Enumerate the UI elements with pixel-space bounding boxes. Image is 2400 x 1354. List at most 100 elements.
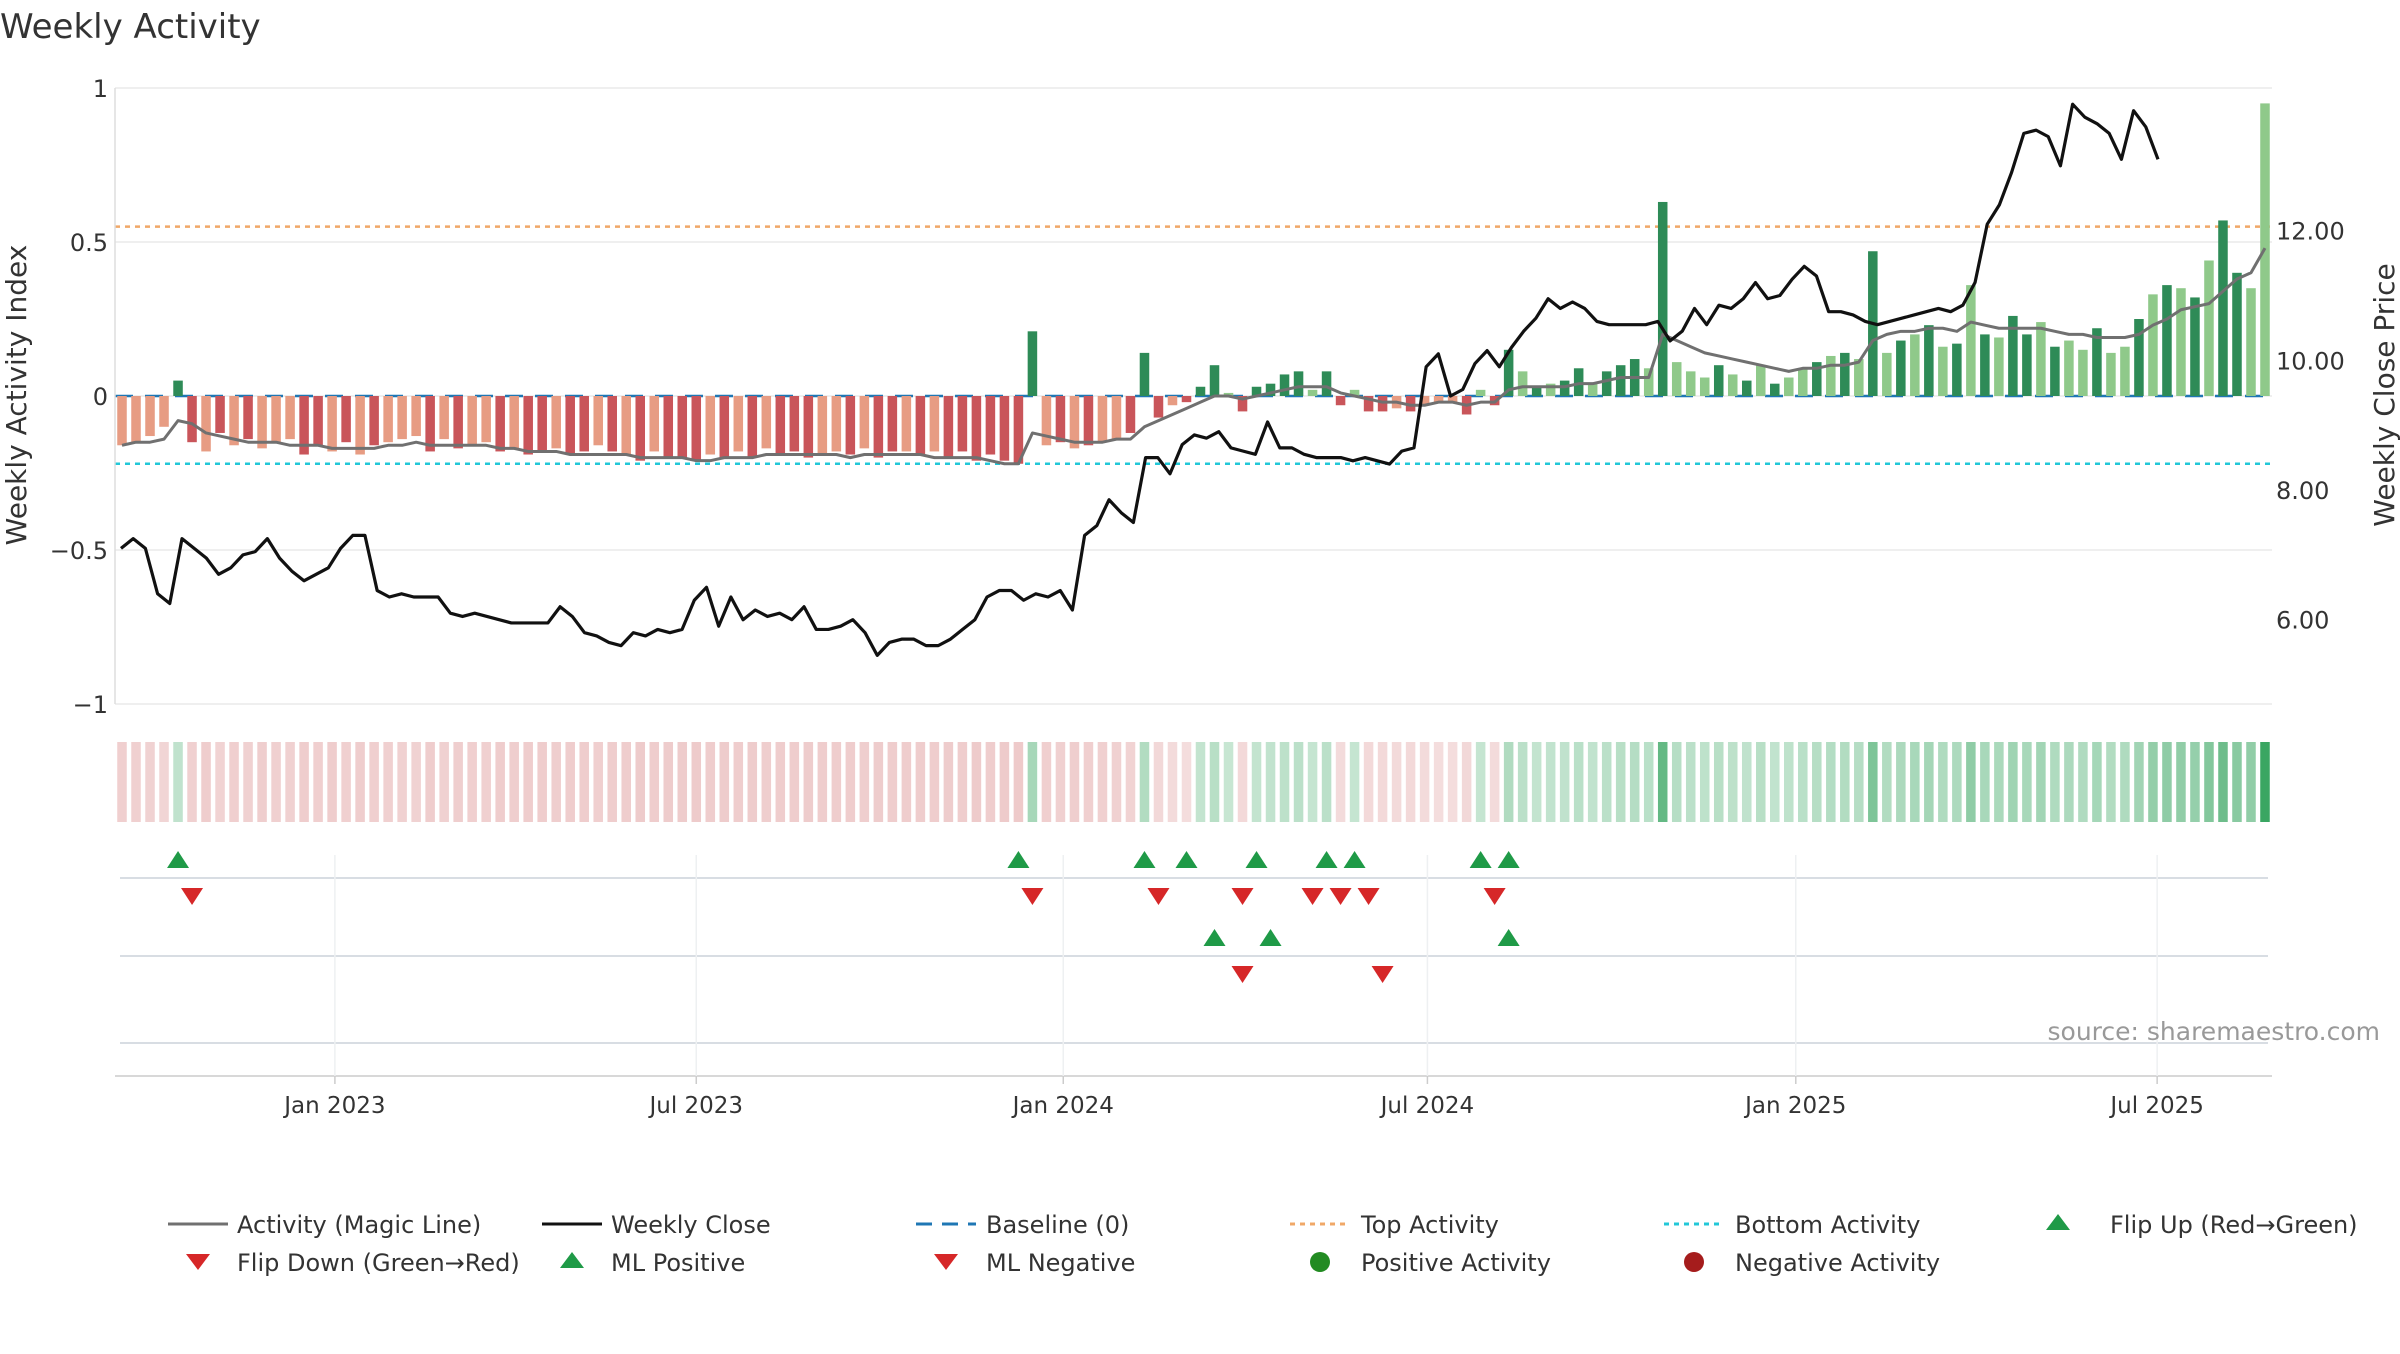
x-tick-label: Jan 2024 xyxy=(1011,1093,1114,1119)
activity-bar xyxy=(1307,389,1318,396)
y2-tick-label: 6.00 xyxy=(2276,607,2329,635)
activity-bar xyxy=(397,396,407,440)
heat-cell xyxy=(1223,742,1234,822)
activity-bar xyxy=(1293,371,1304,396)
heat-cell xyxy=(1181,742,1192,822)
activity-bar xyxy=(1181,396,1192,403)
activity-bar xyxy=(2064,340,2074,396)
activity-bar xyxy=(1027,331,1038,396)
x-tick-label: Jul 2025 xyxy=(2108,1093,2204,1119)
activity-bar xyxy=(719,396,730,458)
activity-bar xyxy=(1826,355,1836,396)
activity-bar xyxy=(971,396,982,461)
flip-down-marker xyxy=(1329,888,1352,905)
activity-bar xyxy=(593,396,603,446)
heat-cell xyxy=(1293,742,1304,822)
heat-cell xyxy=(2036,742,2046,822)
activity-bar xyxy=(201,396,211,452)
heat-cell xyxy=(2022,742,2032,822)
heat-cell xyxy=(1279,742,1290,822)
activity-bar xyxy=(1587,383,1598,396)
heat-cell xyxy=(1896,742,1906,822)
heat-cell xyxy=(1111,742,1122,822)
heat-cell xyxy=(159,742,169,822)
activity-bar xyxy=(495,396,505,452)
activity-bar xyxy=(1671,362,1682,396)
legend-positive-activity-label: Positive Activity xyxy=(1361,1249,1551,1277)
heat-cell xyxy=(1265,742,1276,822)
x-tick-label: Jul 2023 xyxy=(647,1093,743,1119)
activity-bars xyxy=(117,103,2270,464)
legend-ml-negative-icon xyxy=(934,1254,958,1270)
heat-cell xyxy=(915,742,926,822)
heat-cell xyxy=(1713,742,1724,822)
activity-bar xyxy=(915,396,926,455)
heat-cell xyxy=(1868,742,1878,822)
activity-bar xyxy=(1111,396,1122,440)
activity-bar xyxy=(1475,389,1486,396)
weekly-close-series xyxy=(120,102,2160,657)
flip-up-marker xyxy=(1175,851,1198,868)
activity-bar xyxy=(1433,396,1444,403)
activity-bar xyxy=(775,396,786,455)
heat-cell xyxy=(2162,742,2172,822)
heat-cell xyxy=(2106,742,2116,822)
activity-bar xyxy=(565,396,575,455)
legend-magic-line-label: Activity (Magic Line) xyxy=(237,1211,481,1239)
heat-cell xyxy=(523,742,533,822)
legend-flip-up-icon xyxy=(2046,1214,2070,1230)
activity-bar xyxy=(985,396,996,455)
legend-ml-positive-icon xyxy=(560,1252,584,1268)
activity-bar xyxy=(1265,383,1276,396)
activity-bar xyxy=(1573,368,1584,396)
y2-tick-label: 12.00 xyxy=(2276,218,2345,246)
activity-bar xyxy=(649,396,660,452)
heat-cell xyxy=(1475,742,1486,822)
activity-bar xyxy=(537,396,547,452)
heat-cell xyxy=(2134,742,2144,822)
heat-cell xyxy=(775,742,786,822)
activity-bar xyxy=(1363,396,1374,412)
activity-bar xyxy=(2232,272,2242,396)
activity-bar xyxy=(1517,371,1528,396)
heat-cell xyxy=(229,742,239,822)
heat-cell xyxy=(1307,742,1318,822)
activity-bar xyxy=(2092,328,2102,396)
activity-bar xyxy=(341,396,351,443)
activity-bar xyxy=(1503,349,1514,396)
heat-cell xyxy=(1405,742,1416,822)
heat-cell xyxy=(2092,742,2102,822)
heat-cell xyxy=(1335,742,1346,822)
ml-positive-marker xyxy=(1203,929,1226,946)
activity-bar xyxy=(901,396,912,452)
y2-tick-label: 10.00 xyxy=(2276,347,2345,375)
heat-cell xyxy=(1770,742,1780,822)
activity-bar xyxy=(789,396,800,452)
activity-bar xyxy=(1713,365,1724,396)
heat-cell xyxy=(2148,742,2158,822)
heat-cell xyxy=(691,742,702,822)
activity-bar xyxy=(271,396,281,443)
heat-cell xyxy=(1671,742,1682,822)
heat-cell xyxy=(453,742,463,822)
heat-cell xyxy=(999,742,1010,822)
heat-cell xyxy=(579,742,589,822)
heat-cell xyxy=(1545,742,1556,822)
heat-cell xyxy=(1980,742,1990,822)
activity-bar xyxy=(957,396,968,452)
activity-bar xyxy=(2022,334,2032,396)
heat-cell xyxy=(1615,742,1626,822)
heat-cell xyxy=(341,742,351,822)
legend-weekly-close-label: Weekly Close xyxy=(611,1211,771,1239)
activity-bar xyxy=(313,396,323,446)
activity-bar xyxy=(2008,315,2018,396)
activity-bar xyxy=(2106,352,2116,396)
activity-bar xyxy=(1139,352,1150,396)
activity-bar xyxy=(299,396,309,455)
heat-cell xyxy=(1924,742,1934,822)
activity-bar xyxy=(215,396,225,433)
activity-bar xyxy=(285,396,295,440)
heat-cell xyxy=(201,742,211,822)
heat-cell xyxy=(789,742,800,822)
heat-cell xyxy=(551,742,561,822)
